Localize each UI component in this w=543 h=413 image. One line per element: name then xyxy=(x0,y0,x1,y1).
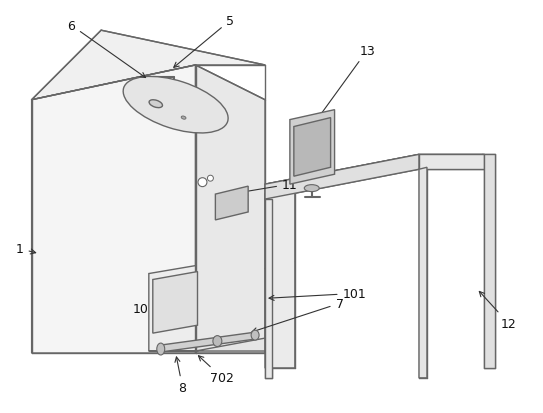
Polygon shape xyxy=(419,155,484,170)
Polygon shape xyxy=(216,187,248,221)
Text: 11: 11 xyxy=(234,178,298,196)
Text: 10: 10 xyxy=(133,285,192,315)
Polygon shape xyxy=(265,188,295,368)
Polygon shape xyxy=(290,110,334,185)
Text: 6: 6 xyxy=(67,20,146,78)
Polygon shape xyxy=(265,155,419,199)
Polygon shape xyxy=(294,118,331,177)
Ellipse shape xyxy=(149,100,162,108)
Polygon shape xyxy=(161,332,255,352)
Ellipse shape xyxy=(181,117,186,120)
Polygon shape xyxy=(484,155,495,368)
Text: 8: 8 xyxy=(175,357,187,394)
Text: 7: 7 xyxy=(252,297,344,333)
Circle shape xyxy=(198,178,207,187)
Ellipse shape xyxy=(251,330,259,340)
Polygon shape xyxy=(195,66,265,353)
Polygon shape xyxy=(149,338,265,351)
Polygon shape xyxy=(265,155,484,185)
Text: 12: 12 xyxy=(479,292,516,330)
Ellipse shape xyxy=(304,185,319,192)
Polygon shape xyxy=(419,168,427,378)
Polygon shape xyxy=(31,66,195,353)
Text: 5: 5 xyxy=(174,15,234,68)
Polygon shape xyxy=(149,266,195,351)
Text: 13: 13 xyxy=(312,45,375,127)
Text: 702: 702 xyxy=(198,356,234,385)
Ellipse shape xyxy=(213,336,222,347)
Polygon shape xyxy=(153,272,198,333)
Ellipse shape xyxy=(157,343,165,355)
Ellipse shape xyxy=(123,77,228,134)
Circle shape xyxy=(207,176,213,182)
Text: 1: 1 xyxy=(16,242,36,256)
Polygon shape xyxy=(31,31,265,100)
Text: 101: 101 xyxy=(269,287,367,301)
Polygon shape xyxy=(265,199,272,378)
